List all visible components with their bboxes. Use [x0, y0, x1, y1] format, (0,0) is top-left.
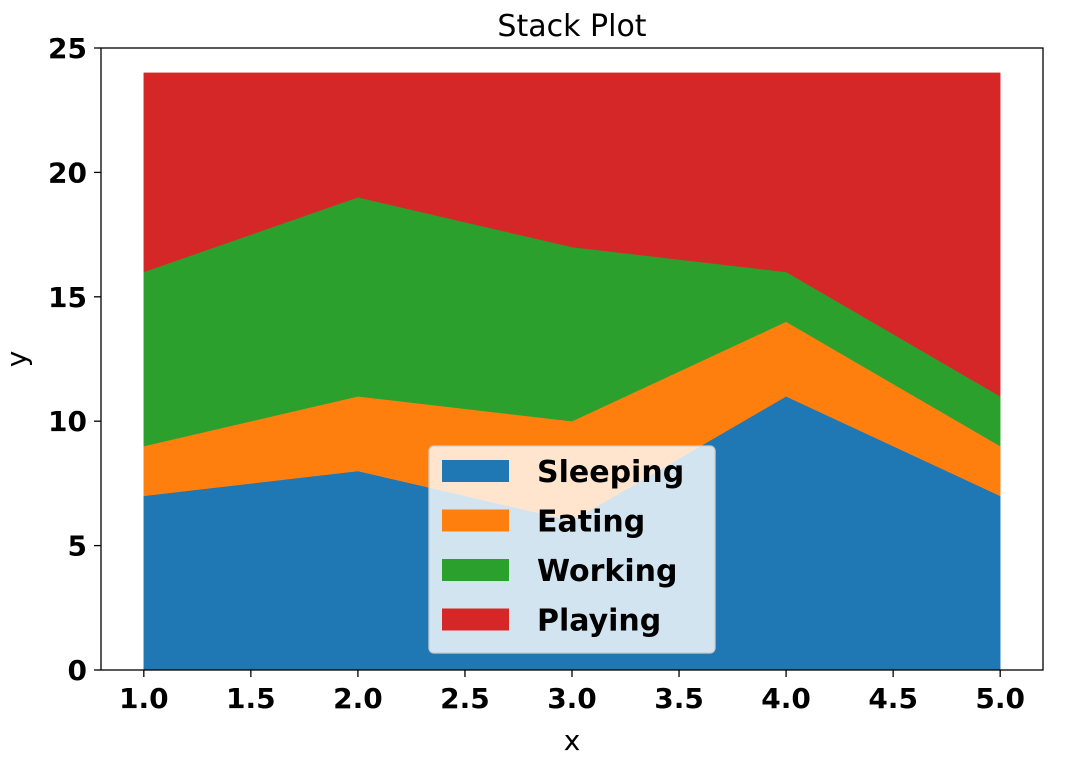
legend-box: [428, 445, 716, 654]
stacked-areas: [143, 72, 1001, 671]
legend-label-playing: Playing: [537, 604, 661, 639]
y-tick-label: 0: [68, 654, 87, 687]
x-tick-label: 3.0: [547, 682, 597, 715]
y-tick-label: 15: [48, 281, 87, 314]
legend-label-eating: Eating: [537, 505, 645, 540]
legend: Sleeping Eating Working Playing: [428, 445, 716, 654]
legend-swatch-working: [442, 559, 509, 581]
x-tick-label: 4.0: [761, 682, 811, 715]
x-tick-label: 3.5: [654, 682, 704, 715]
legend-swatch-eating: [442, 509, 509, 532]
x-tick-label: 2.5: [440, 682, 490, 715]
x-tick-label: 1.0: [119, 682, 169, 715]
legend-label-working: Working: [537, 554, 678, 589]
y-tick-label: 5: [68, 530, 87, 563]
legend-label-sleeping: Sleeping: [537, 455, 684, 490]
x-tick-label: 4.5: [868, 682, 918, 715]
x-tick-label: 5.0: [975, 682, 1025, 715]
chart-title: Stack Plot: [497, 9, 646, 44]
x-axis: 1.0 1.5 2.0 2.5 3.0 3.5 4.0 4.5 5.0: [119, 670, 1025, 715]
y-tick-label: 10: [48, 405, 87, 438]
y-tick-label: 20: [48, 156, 87, 189]
legend-swatch-playing: [442, 608, 509, 631]
legend-swatch-sleeping: [442, 460, 509, 482]
y-axis-label: y: [0, 351, 33, 368]
x-tick-label: 2.0: [333, 682, 383, 715]
y-axis: 0 5 10 15 20 25: [48, 32, 101, 687]
y-tick-label: 25: [48, 32, 87, 65]
area-playing: [143, 72, 1001, 397]
x-tick-label: 1.5: [226, 682, 276, 715]
x-axis-label: x: [564, 724, 581, 757]
